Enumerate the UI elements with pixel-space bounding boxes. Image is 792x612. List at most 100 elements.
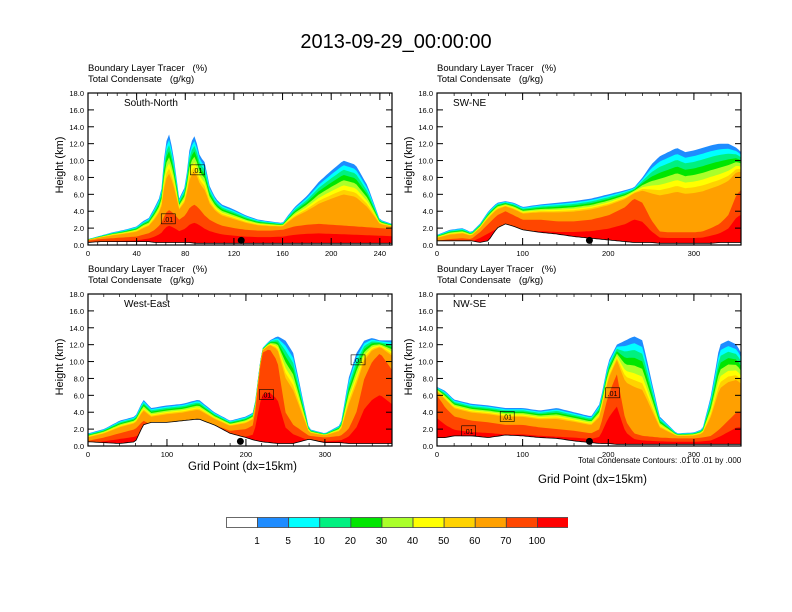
y-tick-label: 4.0: [74, 207, 84, 216]
header-line1: Boundary Layer Tracer (%): [437, 264, 557, 275]
colorbar-label: 50: [438, 536, 450, 547]
panel-header-sw-ne: Boundary Layer Tracer (%) Total Condensat…: [437, 63, 556, 85]
contour-label: .01: [464, 429, 474, 436]
colorbar-label: 20: [344, 536, 356, 547]
plot-area: .01 .01 .01: [437, 336, 741, 446]
y-tick-label: 8.0: [74, 374, 84, 383]
header-line2: Total Condensate (g/kg): [88, 74, 195, 85]
y-tick-label: 12.0: [418, 140, 433, 149]
y-tick-label: 10.0: [69, 358, 84, 367]
x-tick-label: 0: [86, 450, 90, 459]
y-tick-label: 16.0: [418, 106, 433, 115]
y-tick-label: 14.0: [418, 324, 433, 333]
location-marker: [237, 236, 245, 244]
y-tick-label: 10.0: [418, 358, 433, 367]
panel-south-north: .01 .01 0.0 2.0 4.0 6.0 8.0 10.0 12.0 14.0 16.0 18.…: [69, 89, 393, 258]
colorbar: [226, 517, 568, 528]
contour-label: .01: [353, 358, 363, 365]
panel-header-south-north: Boundary Layer Tracer (%) Total Condensat…: [88, 63, 207, 85]
header-line1: Boundary Layer Tracer (%): [88, 264, 208, 275]
header-line1: Boundary Layer Tracer (%): [437, 63, 557, 74]
plot-frame: [436, 293, 742, 447]
y-tick-label: 18.0: [418, 89, 433, 98]
header-line2: Total Condensate (g/kg): [437, 275, 544, 286]
plot-frame: [436, 92, 742, 246]
x-tick-label: 100: [161, 450, 174, 459]
contour-label: .01: [608, 391, 618, 398]
x-tick-label: 200: [602, 450, 615, 459]
tracer-band-7: [88, 345, 392, 446]
y-tick-label: 6.0: [423, 190, 433, 199]
x-tick-label: 300: [319, 450, 332, 459]
contour-label-box: [160, 213, 176, 225]
y-tick-label: 2.0: [423, 224, 433, 233]
x-axis-label: Grid Point (dx=15km): [538, 474, 647, 486]
y-tick-label: 6.0: [423, 391, 433, 400]
colorbar-swatch: [319, 517, 352, 528]
figure-title: 2013-09-29_00:00:00: [300, 31, 492, 53]
y-tick-label: 18.0: [69, 89, 84, 98]
x-tick-label: 200: [325, 249, 338, 258]
contour-footnote: Total Condensate Contours: .01 to .01 by…: [578, 456, 742, 465]
panel-header-nw-se: Boundary Layer Tracer (%) Total Condensat…: [437, 264, 556, 286]
y-tick-label: 2.0: [74, 224, 84, 233]
y-tick-label: 8.0: [74, 173, 84, 182]
y-tick-label: 10.0: [69, 157, 84, 166]
tracer-core-0: [437, 374, 741, 446]
header-line1: Boundary Layer Tracer (%): [88, 63, 208, 74]
x-tick-label: 0: [86, 249, 90, 258]
tracer-core-1: [88, 222, 392, 245]
tracer-band-7: [437, 360, 741, 446]
panel-sw-ne: 0.0 2.0 4.0 6.0 8.0 10.0 12.0 14.0 16.0 18.0 0 100 2…: [418, 89, 742, 258]
y-tick-label: 14.0: [418, 123, 433, 132]
contour-label: .01: [262, 392, 272, 399]
header-line2: Total Condensate (g/kg): [437, 74, 544, 85]
y-tick-label: 0.0: [74, 241, 84, 250]
plot-frame: [87, 92, 393, 246]
x-tick-label: 80: [181, 249, 189, 258]
x-tick-label: 0: [435, 450, 439, 459]
y-tick-label: 8.0: [423, 173, 433, 182]
x-tick-label: 200: [240, 450, 253, 459]
y-tick-label: 6.0: [74, 190, 84, 199]
x-tick-label: 240: [374, 249, 387, 258]
panel-name: West-East: [124, 299, 170, 310]
colorbar-label: 1: [254, 536, 260, 547]
colorbar-swatch: [505, 517, 538, 528]
contour-label-box: [461, 425, 476, 437]
colorbar-swatch: [412, 517, 445, 528]
x-tick-label: 40: [132, 249, 140, 258]
colorbar-swatch: [288, 517, 321, 528]
header-line2: Total Condensate (g/kg): [88, 275, 195, 286]
x-tick-label: 100: [516, 249, 529, 258]
x-tick-label: 300: [688, 450, 701, 459]
location-marker: [585, 236, 593, 244]
panel-nw-se: .01 .01 .01 0.0 2.0 4.0 6.0 8.0 10.0 12.0 14.0 16.0…: [418, 290, 742, 459]
contour-label-box: [259, 389, 274, 400]
y-tick-label: 4.0: [423, 207, 433, 216]
y-tick-label: 12.0: [418, 341, 433, 350]
panel-name: NW-SE: [453, 299, 486, 310]
y-tick-label: 0.0: [423, 241, 433, 250]
colorbar-swatch: [226, 517, 258, 528]
colorbar-label: 40: [406, 536, 419, 547]
panel-name: SW-NE: [453, 98, 486, 109]
location-marker: [236, 437, 244, 445]
x-tick-label: 0: [435, 249, 439, 258]
panel-west-east: .01 .01 0.0 2.0 4.0 6.0 8.0 10.0 12.0 14.0 16.0 18.…: [69, 290, 393, 459]
y-tick-label: 2.0: [423, 425, 433, 434]
y-tick-label: 14.0: [69, 324, 84, 333]
panel-header-west-east: Boundary Layer Tracer (%) Total Condensat…: [88, 264, 207, 286]
y-tick-label: 8.0: [423, 374, 433, 383]
y-tick-label: 16.0: [69, 106, 84, 115]
colorbar-swatch: [537, 517, 568, 528]
terrain: [88, 418, 392, 446]
y-tick-label: 12.0: [69, 140, 84, 149]
contour-label-box: [350, 354, 366, 366]
x-tick-label: 100: [516, 450, 529, 459]
colorbar-label: 70: [500, 536, 512, 547]
colorbar-swatch: [350, 517, 383, 528]
panel-name: South-North: [124, 98, 178, 109]
x-axis-label: Grid Point (dx=15km): [188, 461, 297, 473]
plot-frame: [87, 293, 393, 447]
